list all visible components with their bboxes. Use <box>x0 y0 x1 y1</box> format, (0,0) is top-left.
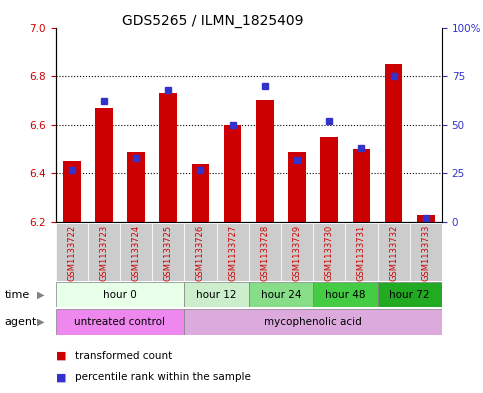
Text: mycophenolic acid: mycophenolic acid <box>264 317 362 327</box>
Bar <box>185 309 442 335</box>
Bar <box>385 64 402 222</box>
Bar <box>56 223 88 281</box>
Text: GSM1133731: GSM1133731 <box>357 224 366 281</box>
Text: GSM1133733: GSM1133733 <box>421 224 430 281</box>
Bar <box>224 125 242 222</box>
Bar <box>288 152 306 222</box>
Bar <box>410 223 442 281</box>
Bar <box>313 282 378 307</box>
Bar <box>63 161 81 222</box>
Bar <box>56 309 185 335</box>
Text: GSM1133722: GSM1133722 <box>67 224 76 281</box>
Bar <box>249 223 281 281</box>
Text: percentile rank within the sample: percentile rank within the sample <box>75 372 251 382</box>
Text: ▶: ▶ <box>37 317 45 327</box>
Bar <box>120 223 152 281</box>
Bar <box>353 149 370 222</box>
Bar <box>320 137 338 222</box>
Text: ■: ■ <box>56 351 66 361</box>
Text: ▶: ▶ <box>37 290 45 299</box>
Text: GSM1133726: GSM1133726 <box>196 224 205 281</box>
Text: GSM1133728: GSM1133728 <box>260 224 270 281</box>
Text: untreated control: untreated control <box>74 317 166 327</box>
Text: hour 12: hour 12 <box>196 290 237 299</box>
Bar <box>256 101 274 222</box>
Bar <box>56 282 185 307</box>
Bar <box>95 108 113 222</box>
Bar <box>216 223 249 281</box>
Text: GDS5265 / ILMN_1825409: GDS5265 / ILMN_1825409 <box>122 14 303 28</box>
Bar <box>192 163 209 222</box>
Bar <box>88 223 120 281</box>
Text: GSM1133724: GSM1133724 <box>131 224 141 281</box>
Text: hour 0: hour 0 <box>103 290 137 299</box>
Text: time: time <box>5 290 30 299</box>
Text: GSM1133725: GSM1133725 <box>164 224 173 281</box>
Text: hour 48: hour 48 <box>325 290 366 299</box>
Text: ■: ■ <box>56 372 66 382</box>
Bar <box>185 223 216 281</box>
Bar <box>417 215 435 222</box>
Bar <box>185 282 249 307</box>
Bar <box>378 223 410 281</box>
Bar <box>249 282 313 307</box>
Bar <box>345 223 378 281</box>
Text: GSM1133730: GSM1133730 <box>325 224 334 281</box>
Text: hour 72: hour 72 <box>389 290 430 299</box>
Text: agent: agent <box>5 317 37 327</box>
Bar <box>378 282 442 307</box>
Text: GSM1133729: GSM1133729 <box>293 224 301 281</box>
Text: GSM1133727: GSM1133727 <box>228 224 237 281</box>
Bar <box>281 223 313 281</box>
Bar <box>152 223 185 281</box>
Bar <box>127 152 145 222</box>
Text: GSM1133723: GSM1133723 <box>99 224 108 281</box>
Text: GSM1133732: GSM1133732 <box>389 224 398 281</box>
Text: hour 24: hour 24 <box>261 290 301 299</box>
Text: transformed count: transformed count <box>75 351 172 361</box>
Bar <box>159 93 177 222</box>
Bar <box>313 223 345 281</box>
